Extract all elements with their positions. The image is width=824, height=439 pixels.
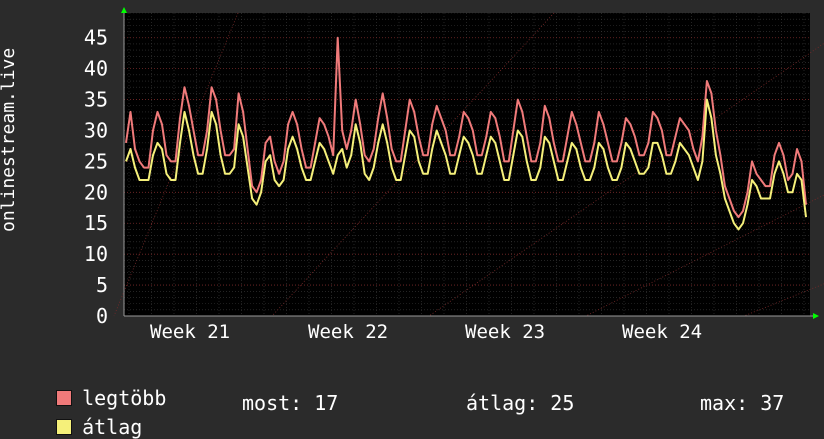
chart: 0 5 10 15 20 25 30 35 40 45 Week 21 Week 22 Week 23 W… — [84, 7, 824, 343]
x-tick-label: Week 24 — [622, 321, 702, 343]
stat-now: most: 17 — [242, 391, 339, 415]
y-tick-label: 10 — [84, 242, 108, 266]
y-tick-label: 45 — [84, 26, 108, 50]
y-tick-label: 35 — [84, 88, 108, 112]
y-tick-label: 20 — [84, 180, 108, 204]
series-line-max — [125, 36, 807, 219]
legend-label-avg: átlag — [82, 415, 143, 439]
grid-line-major — [428, 42, 824, 317]
y-tick-label: 40 — [84, 57, 108, 81]
legend-swatch-avg — [56, 419, 73, 435]
y-tick-label: 15 — [84, 211, 108, 235]
plot-area — [124, 13, 810, 316]
y-tick-label: 30 — [84, 118, 108, 142]
y-tick-label: 0 — [96, 304, 108, 328]
y-tick-label: 25 — [84, 149, 108, 173]
legend-item-avg: átlag — [32, 391, 142, 439]
x-axis-arrow — [813, 313, 819, 319]
grid-line-major — [113, 12, 239, 317]
x-tick-label: Week 23 — [465, 321, 545, 343]
x-tick-label: Week 21 — [150, 321, 230, 343]
legend-swatch-max — [56, 390, 73, 406]
stat-average: átlag: 25 — [466, 391, 575, 415]
y-axis-arrow — [121, 7, 127, 13]
y-tick-label: 5 — [96, 273, 108, 297]
series-line-avg — [125, 98, 807, 231]
x-tick-label: Week 22 — [308, 321, 388, 343]
y-axis-label: onlinestream.live — [0, 47, 19, 232]
legend-label-max: legtöbb — [82, 386, 167, 410]
legend-item-max: legtöbb — [32, 362, 166, 410]
stat-max: max: 37 — [700, 391, 785, 415]
